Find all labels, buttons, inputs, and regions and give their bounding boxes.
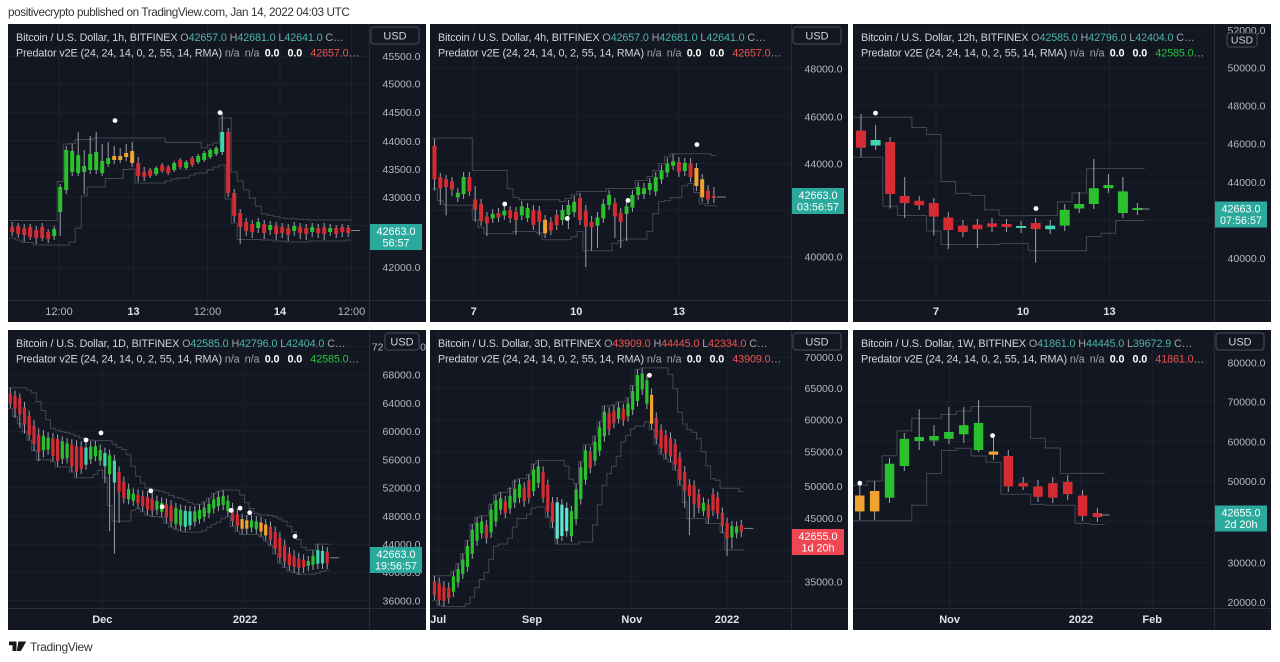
svg-text:Sep: Sep: [522, 614, 542, 626]
svg-text:44000.0: 44000.0: [383, 136, 421, 148]
svg-text:0: 0: [420, 342, 426, 354]
svg-text:Bitcoin / U.S. Dollar, 1D, BIT: Bitcoin / U.S. Dollar, 1D, BITFINEX O425…: [16, 338, 346, 350]
svg-text:Nov: Nov: [621, 614, 643, 626]
svg-text:45000.0: 45000.0: [383, 79, 421, 91]
svg-text:42663.0: 42663.0: [1221, 204, 1260, 216]
svg-text:19:56:57: 19:56:57: [375, 561, 417, 573]
svg-text:60000.0: 60000.0: [1228, 436, 1266, 448]
svg-text:42655.0: 42655.0: [798, 531, 837, 543]
svg-text:Bitcoin / U.S. Dollar, 1W, BIT: Bitcoin / U.S. Dollar, 1W, BITFINEX O418…: [861, 338, 1192, 350]
svg-text:Feb: Feb: [1142, 614, 1162, 626]
svg-text:7: 7: [471, 306, 477, 318]
svg-text:2022: 2022: [233, 614, 257, 626]
svg-text:Bitcoin / U.S. Dollar, 12h, BI: Bitcoin / U.S. Dollar, 12h, BITFINEX O42…: [861, 32, 1195, 44]
svg-text:43500.0: 43500.0: [383, 164, 421, 176]
svg-text:68000.0: 68000.0: [383, 370, 421, 382]
svg-text:Predator v2E (24, 24, 14, 0, 2: Predator v2E (24, 24, 14, 0, 2, 55, 14, …: [861, 48, 1204, 60]
svg-text:80000.0: 80000.0: [1228, 357, 1266, 369]
svg-text:2022: 2022: [715, 614, 739, 626]
svg-text:Bitcoin / U.S. Dollar, 3D, BIT: Bitcoin / U.S. Dollar, 3D, BITFINEX O439…: [438, 338, 768, 350]
svg-text:64000.0: 64000.0: [383, 398, 421, 410]
svg-text:35000.0: 35000.0: [805, 576, 843, 588]
svg-text:2d 20h: 2d 20h: [1224, 519, 1257, 531]
svg-text:14: 14: [274, 306, 287, 318]
svg-text:70000.0: 70000.0: [805, 352, 843, 364]
svg-text:65000.0: 65000.0: [805, 383, 843, 395]
svg-text:36000.0: 36000.0: [383, 595, 421, 607]
svg-text:42655.0: 42655.0: [1221, 508, 1260, 520]
svg-text:Nov: Nov: [939, 614, 961, 626]
svg-text:USD: USD: [805, 31, 828, 43]
svg-text:42663.0: 42663.0: [376, 226, 415, 238]
svg-text:12:00: 12:00: [338, 306, 366, 318]
svg-text:30000.0: 30000.0: [1228, 557, 1266, 569]
svg-text:48000.0: 48000.0: [1228, 101, 1266, 113]
svg-text:Predator v2E (24, 24, 14, 0, 2: Predator v2E (24, 24, 14, 0, 2, 55, 14, …: [438, 48, 781, 60]
svg-text:13: 13: [673, 306, 685, 318]
svg-text:60000.0: 60000.0: [805, 415, 843, 427]
svg-text:Predator v2E (24, 24, 14, 0, 2: Predator v2E (24, 24, 14, 0, 2, 55, 14, …: [438, 354, 781, 366]
svg-text:44500.0: 44500.0: [383, 107, 421, 119]
svg-text:12:00: 12:00: [45, 306, 73, 318]
svg-text:48000.0: 48000.0: [805, 63, 843, 75]
svg-text:2022: 2022: [1069, 614, 1093, 626]
svg-text:USD: USD: [383, 31, 406, 43]
svg-text:1d 20h: 1d 20h: [801, 543, 834, 555]
svg-text:Dec: Dec: [92, 614, 112, 626]
svg-text:40000.0: 40000.0: [1228, 253, 1266, 265]
svg-text:46000.0: 46000.0: [1228, 139, 1266, 151]
svg-text:13: 13: [127, 306, 139, 318]
svg-text:70000.0: 70000.0: [1228, 396, 1266, 408]
svg-text:55000.0: 55000.0: [805, 446, 843, 458]
svg-text:42663.0: 42663.0: [798, 190, 837, 202]
svg-text:45500.0: 45500.0: [383, 51, 421, 63]
svg-text:42000.0: 42000.0: [383, 262, 421, 274]
svg-text:20000.0: 20000.0: [1228, 597, 1266, 609]
svg-text:60000.0: 60000.0: [383, 426, 421, 438]
svg-text:43000.0: 43000.0: [383, 192, 421, 204]
svg-text:7: 7: [933, 306, 939, 318]
svg-text:Bitcoin / U.S. Dollar, 1h, BIT: Bitcoin / U.S. Dollar, 1h, BITFINEX O426…: [16, 32, 344, 44]
svg-text:Predator v2E (24, 24, 14, 0, 2: Predator v2E (24, 24, 14, 0, 2, 55, 14, …: [16, 354, 359, 366]
svg-text:40000.0: 40000.0: [805, 252, 843, 264]
svg-text:13: 13: [1103, 306, 1115, 318]
svg-text:46000.0: 46000.0: [805, 112, 843, 124]
svg-text:56000.0: 56000.0: [383, 454, 421, 466]
svg-text:07:56:57: 07:56:57: [1220, 215, 1262, 227]
svg-text:48000.0: 48000.0: [383, 511, 421, 523]
svg-text:Bitcoin / U.S. Dollar, 4h, BIT: Bitcoin / U.S. Dollar, 4h, BITFINEX O426…: [438, 32, 766, 44]
svg-text:10: 10: [570, 306, 582, 318]
svg-text:45000.0: 45000.0: [805, 513, 843, 525]
svg-text:Predator v2E (24, 24, 14, 0, 2: Predator v2E (24, 24, 14, 0, 2, 55, 14, …: [16, 48, 359, 60]
svg-text:12:00: 12:00: [194, 306, 222, 318]
svg-text:Jul: Jul: [430, 614, 446, 626]
svg-text:50000.0: 50000.0: [805, 481, 843, 493]
svg-text:50000.0: 50000.0: [1228, 476, 1266, 488]
svg-text:Predator v2E (24, 24, 14, 0, 2: Predator v2E (24, 24, 14, 0, 2, 55, 14, …: [861, 354, 1204, 366]
svg-text:52000.0: 52000.0: [383, 483, 421, 495]
svg-text:USD: USD: [390, 337, 413, 349]
svg-text:72: 72: [372, 342, 384, 354]
svg-text:03:56:57: 03:56:57: [797, 202, 839, 214]
svg-text:USD: USD: [1231, 35, 1254, 47]
svg-text:USD: USD: [805, 337, 828, 349]
svg-text:44000.0: 44000.0: [805, 158, 843, 170]
svg-text:42663.0: 42663.0: [376, 549, 415, 561]
svg-text:10: 10: [1017, 306, 1029, 318]
svg-text:44000.0: 44000.0: [1228, 177, 1266, 189]
svg-text:56:57: 56:57: [382, 238, 409, 250]
svg-text:50000.0: 50000.0: [1228, 62, 1266, 74]
svg-text:USD: USD: [1228, 337, 1251, 349]
svg-text:52000.0: 52000.0: [1228, 25, 1266, 37]
